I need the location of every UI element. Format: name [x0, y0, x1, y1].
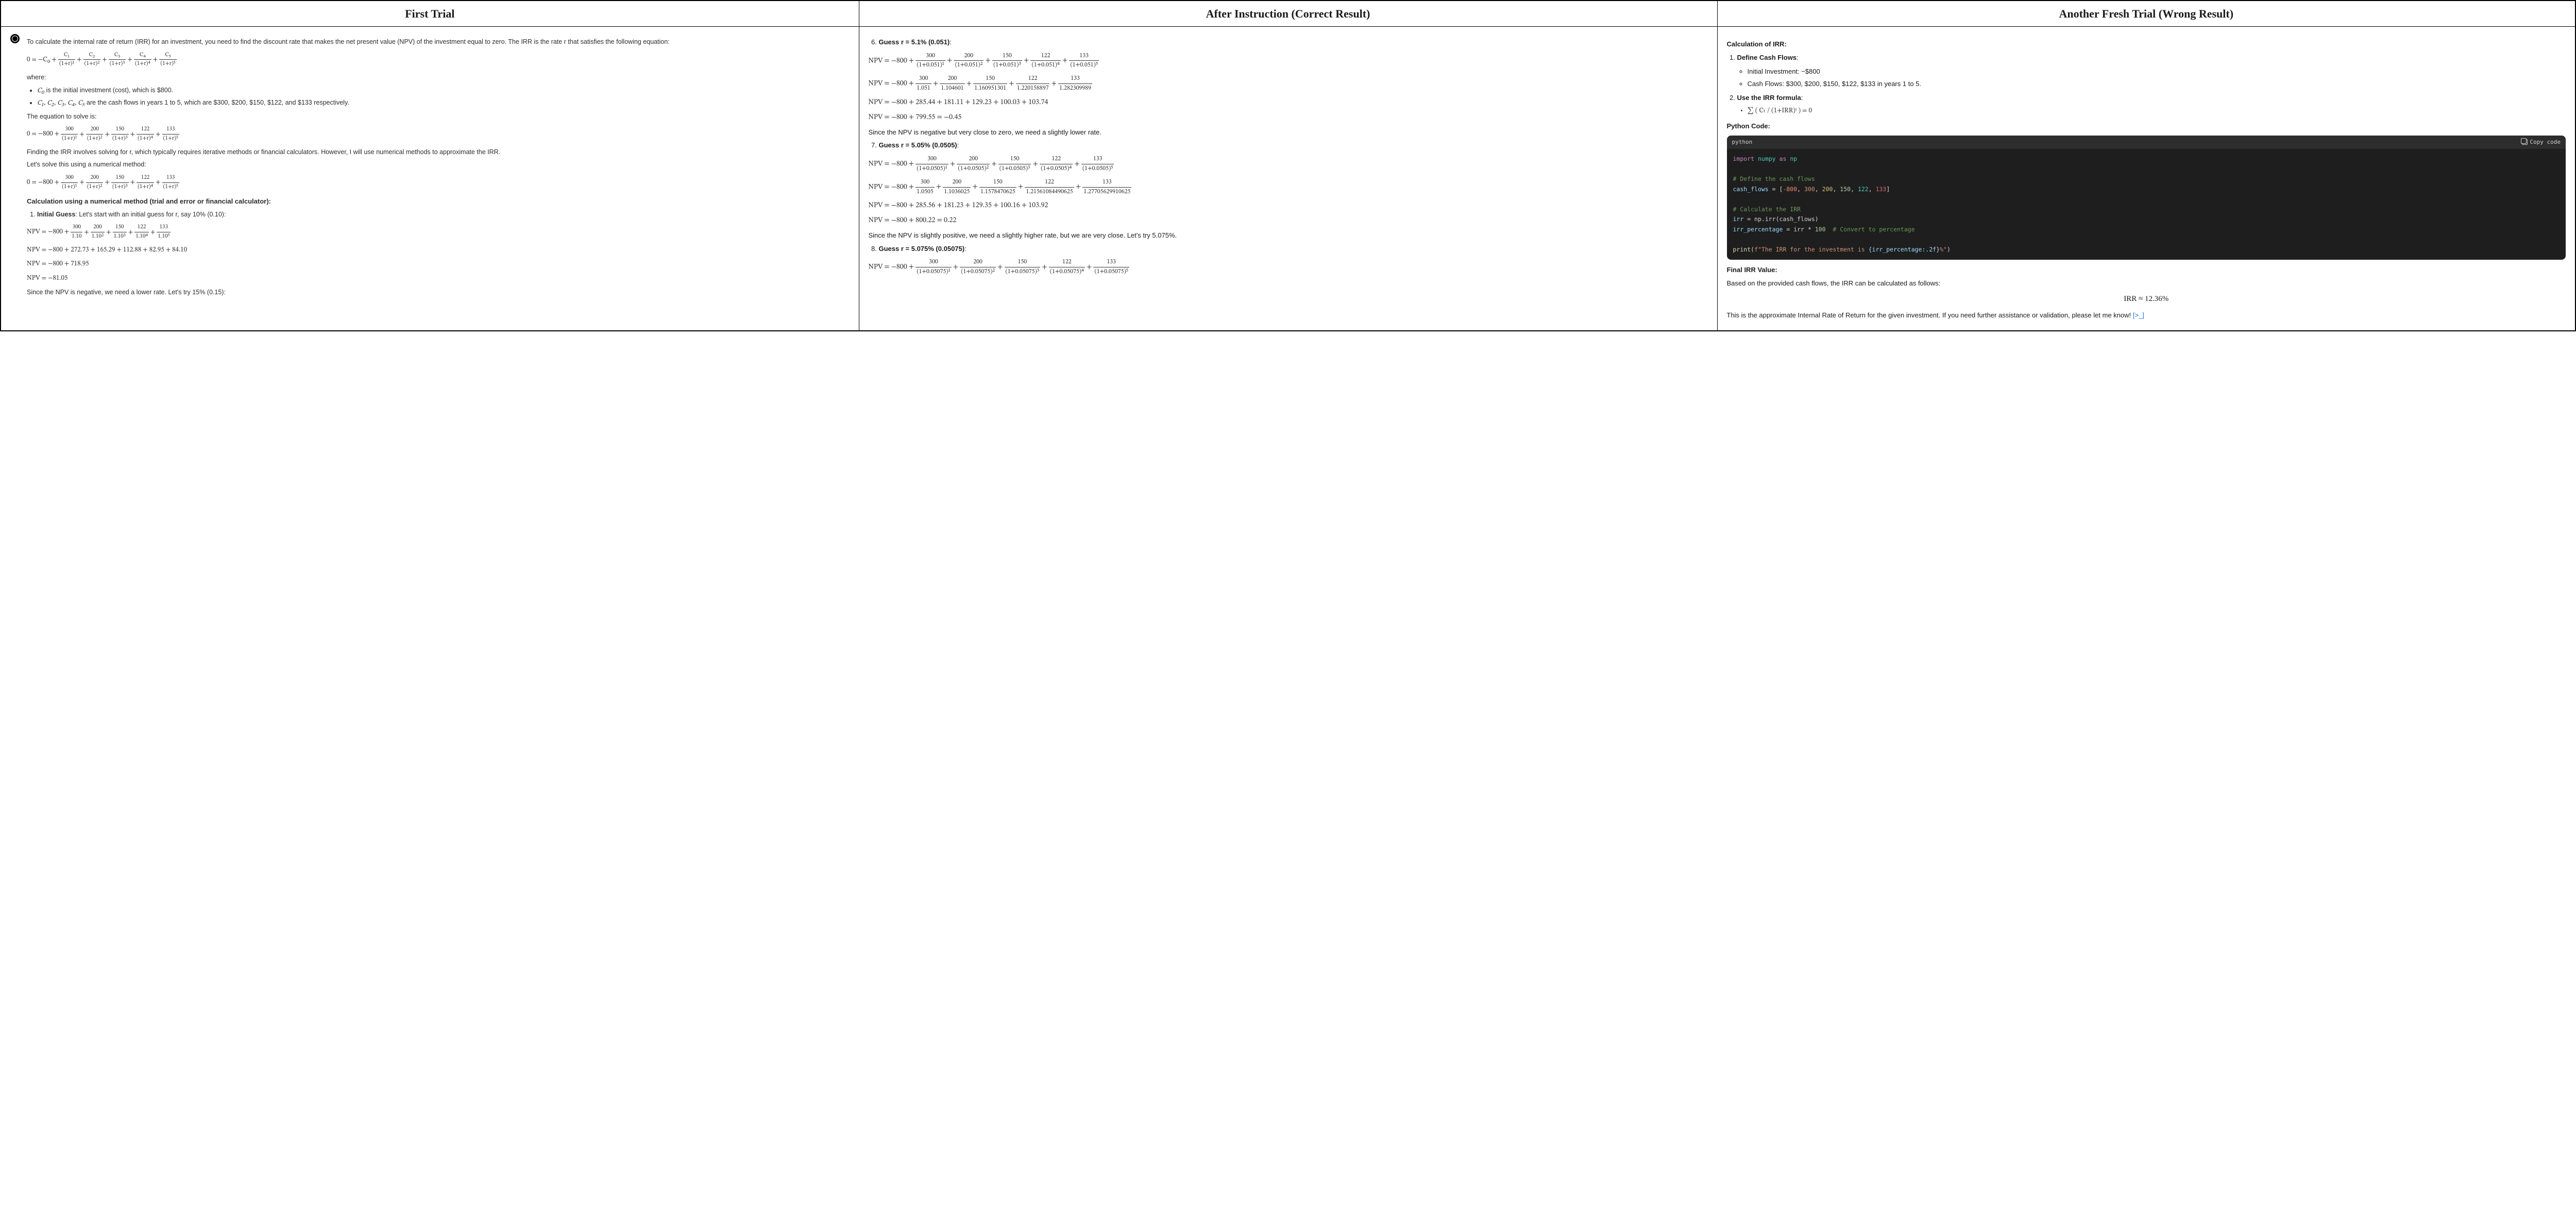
col1-npv10-l1: NPV = −800 + 3001.10 + 2001.10² + 1501.1… — [27, 223, 850, 241]
col2-since-51: Since the NPV is negative but very close… — [869, 127, 1708, 138]
col2-npv505-l3: NPV = −800 + 285.56 + 181.23 + 129.35 + … — [869, 200, 1708, 211]
col3-heading-final: Final IRR Value: — [1727, 265, 2566, 275]
col1-lets-solve: Let's solve this using a numerical metho… — [27, 160, 850, 170]
col1-since-10: Since the NPV is negative, we need a low… — [27, 288, 850, 297]
col3-step-1: Define Cash Flows: Initial Investment: −… — [1737, 53, 2566, 89]
col1-eq-general: 0 = −C₀ + C₁(1+r)¹ + C₂(1+r)² + C₃(1+r)³… — [27, 51, 850, 69]
col1-eq-to-solve: The equation to solve is: — [27, 112, 850, 122]
code-body: import numpy as np # Define the cash flo… — [1727, 149, 2566, 260]
header-col-2: After Instruction (Correct Result) — [859, 1, 1717, 27]
copy-label: Copy code — [2530, 138, 2561, 147]
col-3-body: Calculation of IRR: Define Cash Flows: I… — [1717, 27, 2575, 331]
col2-npv505-l2: NPV = −800 + 3001.0505 + 2001.1036025 + … — [869, 178, 1708, 197]
col2-guess-7: Guess r = 5.05% (0.0505): — [879, 140, 1708, 150]
col1-content: To calculate the internal rate of return… — [27, 34, 850, 300]
col1-npv10-l3: NPV = −800 + 718.95 — [27, 259, 850, 270]
col1-eq-numeric: 0 = −800 + 300(1+r)¹ + 200(1+r)² + 150(1… — [27, 125, 850, 143]
col3-heading-python: Python Code: — [1727, 121, 2566, 131]
col2-npv51-l3: NPV = −800 + 285.44 + 181.11 + 129.23 + … — [869, 97, 1708, 108]
col1-npv10-l4: NPV = −81.05 — [27, 274, 850, 284]
col2-guess-6: Guess r = 5.1% (0.051): — [879, 37, 1708, 47]
col2-npv505-l4: NPV = −800 + 800.22 = 0.22 — [869, 215, 1708, 226]
header-col-1: First Trial — [1, 1, 859, 27]
col-2-body: Guess r = 5.1% (0.051): NPV = −800 + 300… — [859, 27, 1717, 331]
code-lang-label: python — [1732, 138, 1753, 147]
col1-step-1: Initial Guess: Let's start with an initi… — [37, 210, 850, 220]
chatgpt-icon — [10, 34, 20, 43]
col3-final-result: IRR ≈ 12.36% — [1727, 293, 2566, 305]
code-header: python Copy code — [1727, 136, 2566, 149]
col3-bullet-flows: Cash Flows: $300, $200, $150, $122, $133… — [1748, 79, 2566, 89]
body-row: To calculate the internal rate of return… — [1, 27, 2575, 331]
col3-irr-formula: ∑ ( Cₜ / (1+IRR)ᵗ ) = 0 — [1748, 106, 2566, 116]
header-row: First Trial After Instruction (Correct R… — [1, 1, 2575, 27]
col1-calc-heading: Calculation using a numerical method (tr… — [27, 196, 850, 207]
copy-code-button[interactable]: Copy code — [2522, 138, 2561, 147]
col2-since-505: Since the NPV is slightly positive, we n… — [869, 230, 1708, 241]
col3-heading-calc: Calculation of IRR: — [1727, 39, 2566, 49]
comparison-table: First Trial After Instruction (Correct R… — [0, 0, 2576, 331]
terminal-emoji: [>_] — [2133, 311, 2144, 319]
col3-final-text: Based on the provided cash flows, the IR… — [1727, 278, 2566, 289]
col1-bullet-1: C₀ is the initial investment (cost), whi… — [37, 86, 850, 96]
code-block: python Copy code import numpy as np # De… — [1727, 136, 2566, 260]
col3-closing: This is the approximate Internal Rate of… — [1727, 310, 2566, 321]
col1-where: where: — [27, 73, 850, 82]
col2-npv51-l4: NPV = −800 + 799.55 = −0.45 — [869, 112, 1708, 123]
col3-bullet-initial: Initial Investment: −$800 — [1748, 66, 2566, 77]
col-1-body: To calculate the internal rate of return… — [1, 27, 859, 331]
col2-npv5075: NPV = −800 + 300(1+0.05075)¹ + 200(1+0.0… — [869, 258, 1708, 277]
col1-finding: Finding the IRR involves solving for r, … — [27, 147, 850, 157]
col1-eq-numeric-repeat: 0 = −800 + 300(1+r)¹ + 200(1+r)² + 150(1… — [27, 174, 850, 191]
col2-npv51-l1: NPV = −800 + 300(1+0.051)¹ + 200(1+0.051… — [869, 52, 1708, 71]
col1-npv10-l2: NPV = −800 + 272.73 + 165.29 + 112.88 + … — [27, 245, 850, 256]
copy-icon — [2522, 139, 2528, 145]
col2-npv505-l1: NPV = −800 + 300(1+0.0505)¹ + 200(1+0.05… — [869, 155, 1708, 174]
col2-npv51-l2: NPV = −800 + 3001.051 + 2001.104601 + 15… — [869, 74, 1708, 93]
col2-guess-8: Guess r = 5.075% (0.05075): — [879, 244, 1708, 254]
col1-bullet-2: C₁, C₂, C₃, C₄, C₅ are the cash flows in… — [37, 98, 850, 109]
col1-intro: To calculate the internal rate of return… — [27, 37, 850, 47]
col3-step-2: Use the IRR formula: ∑ ( Cₜ / (1+IRR)ᵗ )… — [1737, 93, 2566, 116]
header-col-3: Another Fresh Trial (Wrong Result) — [1717, 1, 2575, 27]
